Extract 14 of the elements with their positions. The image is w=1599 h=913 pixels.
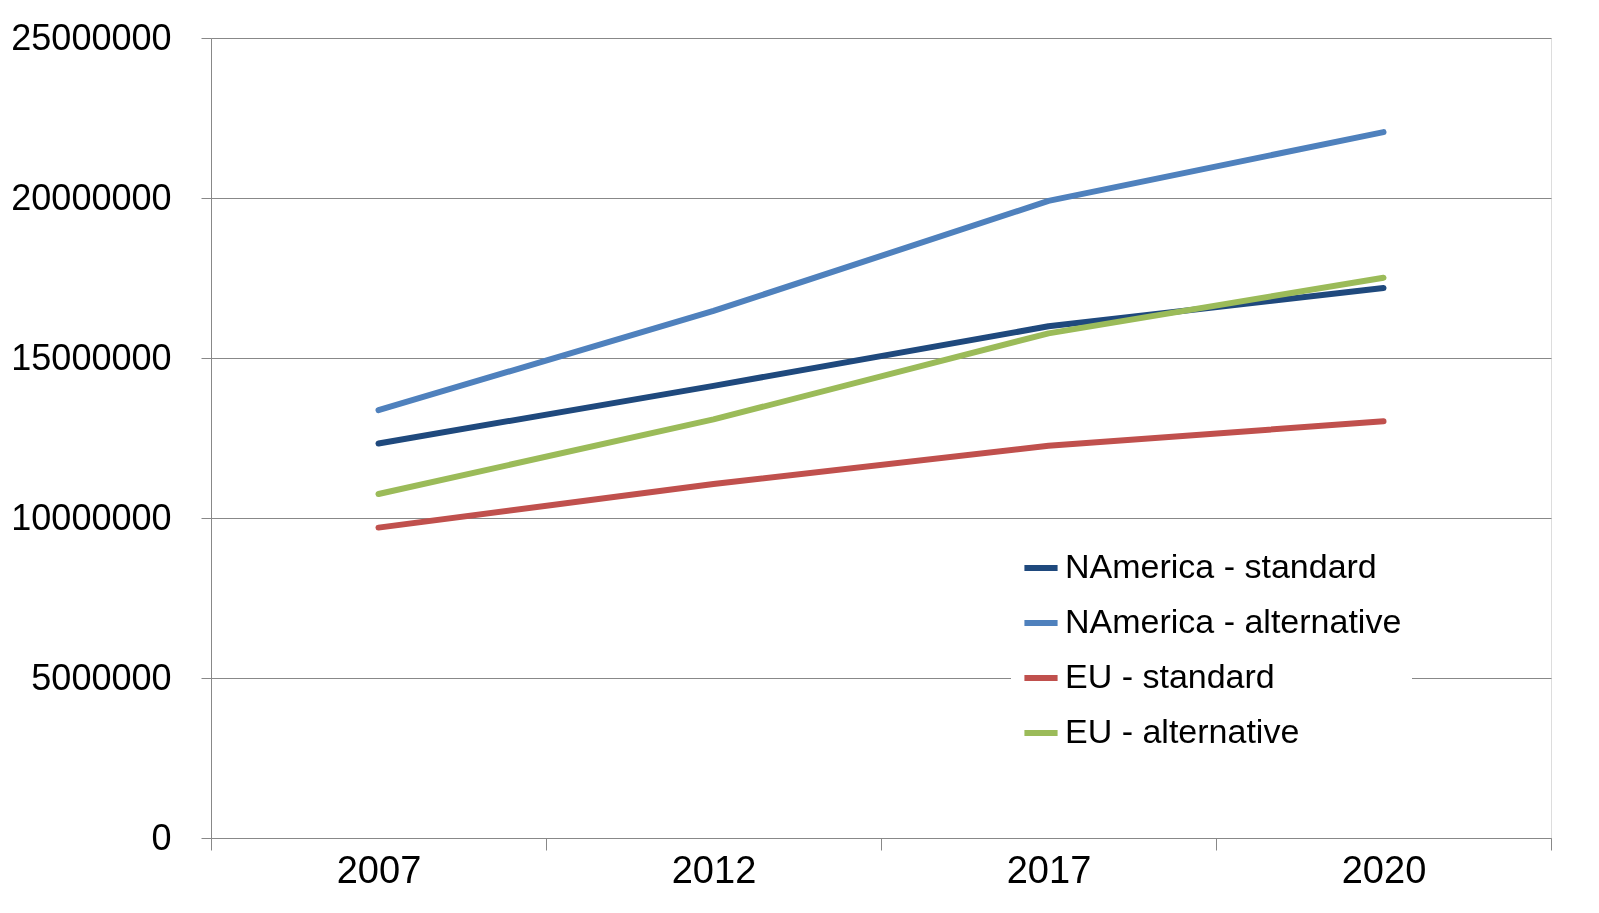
legend-label: EU - standard — [1065, 657, 1275, 695]
x-tick-label: 2017 — [1006, 848, 1092, 891]
legend-label: NAmerica - alternative — [1065, 602, 1402, 640]
x-tick-label: 2012 — [671, 848, 757, 891]
x-tick-label: 2007 — [336, 848, 422, 891]
y-tick-label: 25000000 — [11, 16, 172, 58]
y-tick-label: 10000000 — [11, 496, 172, 538]
legend-label: NAmerica - standard — [1065, 547, 1377, 585]
y-tick-label: 20000000 — [11, 176, 172, 218]
y-tick-label: 5000000 — [31, 656, 172, 698]
y-tick-label: 15000000 — [11, 336, 172, 378]
x-tick-label: 2020 — [1341, 848, 1427, 891]
legend-label: EU - alternative — [1065, 712, 1300, 750]
y-tick-label: 0 — [151, 816, 172, 858]
